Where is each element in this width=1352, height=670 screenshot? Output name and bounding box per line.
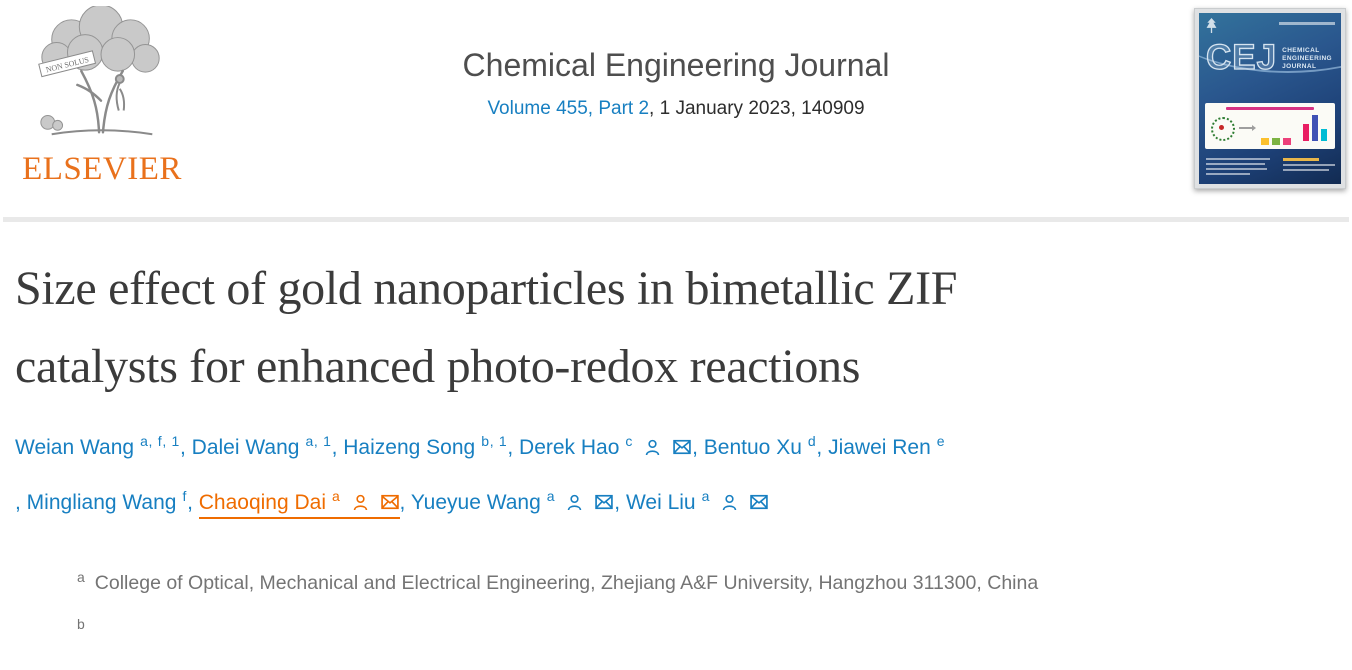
- article-title-line2: catalysts for enhanced photo-redox react…: [15, 339, 861, 393]
- author-affiliation-sup: a, 1: [305, 432, 332, 449]
- author-affiliation-sup: d: [807, 432, 817, 449]
- author-name: Bentuo Xu: [703, 435, 802, 459]
- issue-date-text: , 1 January 2023, 140909: [649, 98, 865, 119]
- author-link-jiawei-ren[interactable]: Jiawei Ren e: [828, 432, 946, 459]
- cover-elsevier-mark-icon: [1206, 18, 1217, 33]
- author-affiliation-sup: a: [701, 488, 711, 505]
- author-profile-icon[interactable]: [351, 493, 370, 512]
- affiliation-label: a: [77, 568, 85, 585]
- author-name: Wei Liu: [625, 491, 696, 515]
- cover-arrow-graphic: [1239, 125, 1256, 131]
- cover-decorative-band: [1199, 13, 1341, 73]
- author-name: Derek Hao: [519, 435, 620, 459]
- author-name: Weian Wang: [15, 435, 135, 459]
- cover-journal-name: CHEMICAL ENGINEERING JOURNAL: [1282, 47, 1332, 70]
- affiliation-text: College of Optical, Mechanical and Elect…: [94, 571, 1039, 594]
- author-link-wei-liu[interactable]: Wei Liu a: [625, 488, 769, 515]
- journal-cover-thumbnail[interactable]: CEJ CHEMICAL ENGINEERING JOURNAL: [1194, 8, 1346, 189]
- author-link-yueyue-wang[interactable]: Yueyue Wang a: [410, 488, 614, 515]
- author-affiliation-sup: a: [546, 488, 556, 505]
- journal-cover-art: CEJ CHEMICAL ENGINEERING JOURNAL: [1199, 13, 1341, 184]
- email-icon[interactable]: [749, 492, 769, 512]
- elsevier-wordmark: ELSEVIER: [22, 151, 182, 187]
- author-link-bentuo-xu[interactable]: Bentuo Xu d: [703, 432, 817, 459]
- author-affiliation-sup: c: [625, 432, 634, 449]
- author-link-chaoqing-dai[interactable]: Chaoqing Dai a: [198, 488, 400, 520]
- cover-molecule-graphic: [1211, 117, 1235, 141]
- journal-title-link[interactable]: Chemical Engineering Journal: [462, 47, 890, 83]
- article-title-line1: Size effect of gold nanoparticles in bim…: [15, 262, 958, 315]
- author-name: Dalei Wang: [191, 435, 300, 459]
- cover-cubes-graphic: [1261, 138, 1291, 145]
- email-icon[interactable]: [380, 492, 400, 512]
- author-link-derek-hao[interactable]: Derek Hao c: [519, 432, 692, 459]
- author-affiliation-sup: a, f, 1: [140, 432, 180, 449]
- elsevier-tree-icon: NON SOLUS: [38, 6, 160, 136]
- article-title: Size effect of gold nanoparticles in bim…: [15, 250, 1337, 406]
- journal-masthead: Chemical Engineering Journal Volume 455,…: [463, 47, 890, 120]
- author-name: Jiawei Ren: [828, 435, 931, 459]
- author-line-1: Weian Wang a, f, 1, Dalei Wang a, 1, Haize…: [15, 430, 1337, 465]
- email-icon[interactable]: [672, 437, 692, 457]
- article-summary: Size effect of gold nanoparticles in bim…: [0, 250, 1352, 632]
- journal-header: NON SOLUS ELSEVIER Chemical Engineering …: [0, 0, 1352, 217]
- cover-bar-chart-graphic: [1303, 113, 1327, 141]
- author-link-dalei-wang[interactable]: Dalei Wang a, 1: [191, 432, 332, 459]
- author-affiliation-sup: f: [182, 488, 188, 505]
- author-list: Weian Wang a, f, 1, Dalei Wang a, 1, Haize…: [15, 430, 1337, 520]
- header-divider: [3, 217, 1349, 222]
- cover-name-line: ENGINEERING: [1282, 55, 1333, 62]
- author-separator: ,: [816, 435, 829, 459]
- author-profile-icon[interactable]: [720, 493, 739, 512]
- author-separator: ,: [399, 491, 411, 515]
- affiliation-row-b: b: [77, 607, 1337, 631]
- cover-footer-text-left: [1206, 158, 1270, 178]
- volume-link[interactable]: Volume 455, Part 2: [487, 98, 650, 119]
- author-separator: ,: [692, 435, 704, 459]
- cover-figure-caption-bar: [1226, 107, 1314, 110]
- author-affiliation-sup: e: [936, 432, 946, 449]
- affiliation-list: a College of Optical, Mechanical and Elec…: [15, 560, 1337, 632]
- author-affiliation-sup: b, 1: [481, 432, 508, 449]
- affiliation-row-a: a College of Optical, Mechanical and Elec…: [77, 560, 1337, 608]
- author-affiliation-sup: a: [332, 488, 341, 505]
- author-separator: ,: [15, 491, 27, 515]
- author-link-mingliang-wang[interactable]: Mingliang Wang f: [26, 488, 188, 515]
- author-separator: ,: [179, 435, 192, 459]
- author-link-weian-wang[interactable]: Weian Wang a, f, 1: [15, 432, 180, 459]
- volume-issue-line: Volume 455, Part 2, 1 January 2023, 1409…: [463, 98, 890, 120]
- cover-name-line: JOURNAL: [1282, 63, 1317, 70]
- cover-graphical-abstract: [1205, 103, 1335, 149]
- author-separator: ,: [331, 435, 344, 459]
- author-separator: ,: [507, 435, 520, 459]
- author-name: Mingliang Wang: [26, 491, 177, 515]
- author-line-2: , Mingliang Wang f, Chaoqing Dai a, Yueyue…: [15, 485, 1337, 520]
- cover-journal-abbrev: CEJ: [1205, 38, 1278, 77]
- author-name: Yueyue Wang: [410, 491, 541, 515]
- author-profile-icon[interactable]: [565, 493, 584, 512]
- author-separator: ,: [187, 491, 199, 515]
- author-name: Chaoqing Dai: [198, 491, 327, 515]
- author-name: Haizeng Song: [343, 435, 476, 459]
- elsevier-logo[interactable]: NON SOLUS ELSEVIER: [14, 6, 190, 188]
- cover-issue-microtext: [1279, 22, 1335, 25]
- cover-name-line: CHEMICAL: [1282, 47, 1320, 54]
- author-link-haizeng-song[interactable]: Haizeng Song b, 1: [343, 432, 508, 459]
- email-icon[interactable]: [594, 492, 614, 512]
- affiliation-label: b: [77, 616, 85, 633]
- author-separator: ,: [614, 491, 626, 515]
- author-profile-icon[interactable]: [643, 438, 662, 457]
- cover-footer-text-right: [1283, 158, 1335, 178]
